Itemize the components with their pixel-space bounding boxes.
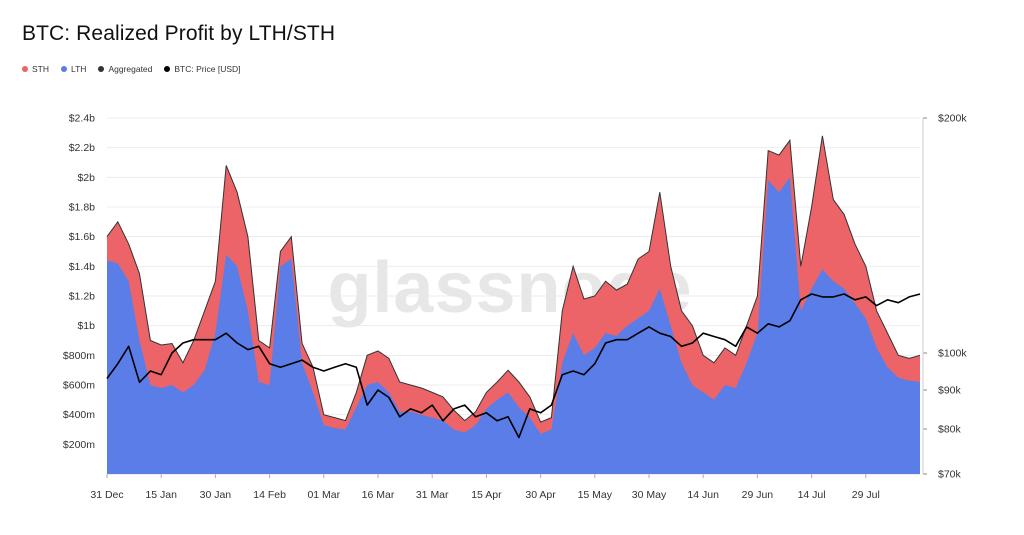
lth-area [107,177,920,475]
legend-item-price[interactable]: BTC: Price [USD] [164,64,241,74]
y-right-tick-label: $100k [938,348,967,360]
legend-item-lth[interactable]: LTH [61,64,86,74]
y-right-tick-label: $70k [938,469,962,481]
legend-label-lth: LTH [71,64,87,74]
legend-label-aggregated: Aggregated [108,64,153,74]
y-left-tick-label: $1.6b [69,231,95,243]
x-tick-label: 31 Mar [416,489,449,501]
y-left-tick-label: $1b [77,320,95,332]
legend: STH LTH Aggregated BTC: Price [USD] [22,64,241,74]
x-tick-label: 15 Apr [471,489,502,501]
x-tick-label: 14 Jun [687,489,719,501]
x-tick-label: 14 Feb [253,489,286,501]
legend-label-sth: STH [32,64,49,74]
x-tick-label: 30 Jan [200,489,232,501]
legend-label-price: BTC: Price [USD] [174,64,241,74]
y-left-tick-label: $2.2b [69,142,95,154]
legend-item-aggregated[interactable]: Aggregated [98,64,152,74]
price-line [106,293,921,439]
y-left-tick-label: $1.4b [69,261,95,273]
y-left-tick-label: $1.2b [69,291,95,303]
y-right-tick-label: $90k [938,385,962,397]
legend-dot-lth [61,66,67,72]
y-right-tick-label: $200k [938,113,967,125]
x-tick-label: 31 Dec [90,489,123,501]
legend-item-sth[interactable]: STH [22,64,49,74]
y-left-tick-label: $800m [63,350,95,362]
x-tick-label: 15 May [578,489,613,501]
legend-dot-aggregated [98,66,105,72]
legend-dot-sth [22,66,28,72]
y-left-tick-label: $2.4b [69,113,95,125]
x-tick-label: 30 May [632,489,667,501]
x-tick-label: 01 Mar [307,489,340,501]
y-left-tick-label: $1.8b [69,202,95,214]
x-tick-label: 29 Jun [742,489,774,501]
x-tick-label: 30 Apr [525,489,556,501]
y-left-tick-label: $400m [63,409,95,421]
y-right-tick-label: $80k [938,424,962,436]
x-tick-label: 15 Jan [145,489,177,501]
chart-title: BTC: Realized Profit by LTH/STH [22,22,336,45]
x-tick-label: 29 Jul [852,489,880,501]
x-tick-label: 14 Jul [798,489,826,501]
y-left-tick-label: $200m [63,439,95,451]
x-tick-label: 16 Mar [362,489,395,501]
aggregated-line [106,135,921,423]
y-left-tick-label: $600m [63,380,95,392]
y-left-tick-label: $2b [77,172,95,184]
legend-dot-price [164,66,171,72]
